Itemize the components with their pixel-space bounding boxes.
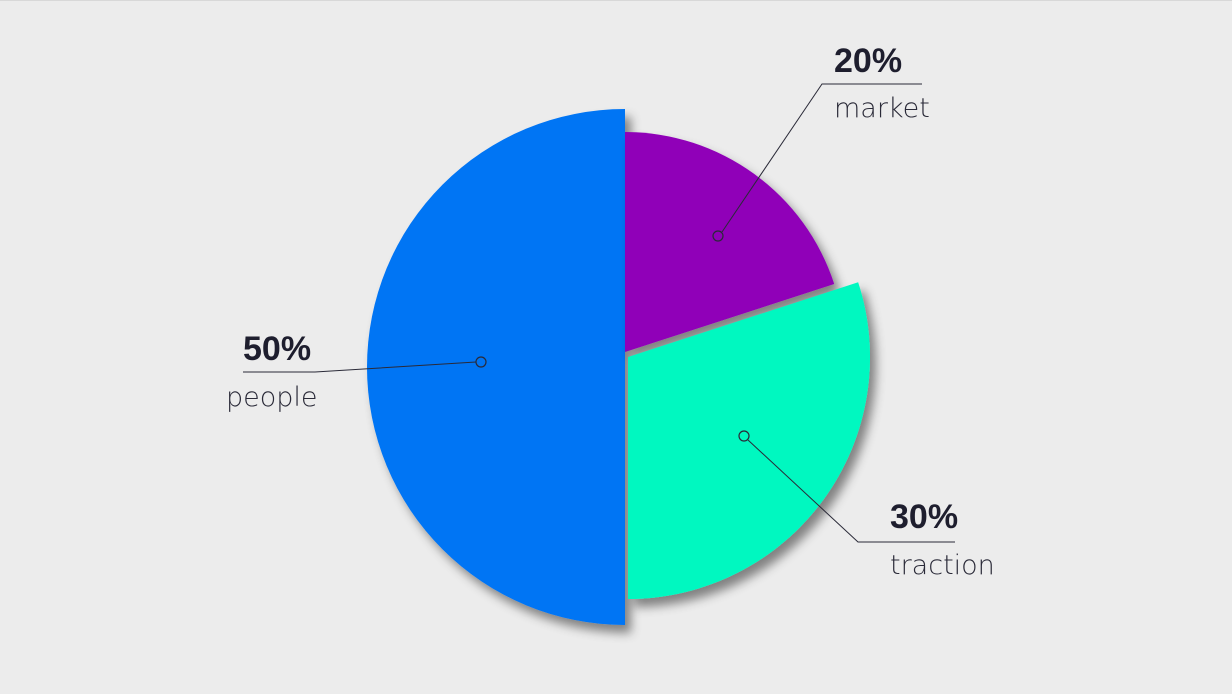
category-label-market: market <box>834 93 930 124</box>
leader-people <box>243 361 477 373</box>
marker-market <box>712 230 724 242</box>
value-label-people: 50% <box>243 330 311 368</box>
annotation-market: 20% market <box>712 42 930 242</box>
leader-traction <box>747 439 955 543</box>
category-label-people: people <box>226 382 318 413</box>
category-label-traction: traction <box>890 550 995 581</box>
value-label-traction: 30% <box>890 498 958 536</box>
value-label-market: 20% <box>834 42 902 80</box>
pie-slice-market <box>625 132 835 352</box>
top-divider <box>0 0 1232 1</box>
leader-market <box>721 83 922 233</box>
pie-slice-people <box>367 109 625 625</box>
annotation-traction: 30% traction <box>738 430 995 581</box>
marker-traction <box>738 430 750 442</box>
annotation-people: 50% people <box>226 330 487 413</box>
